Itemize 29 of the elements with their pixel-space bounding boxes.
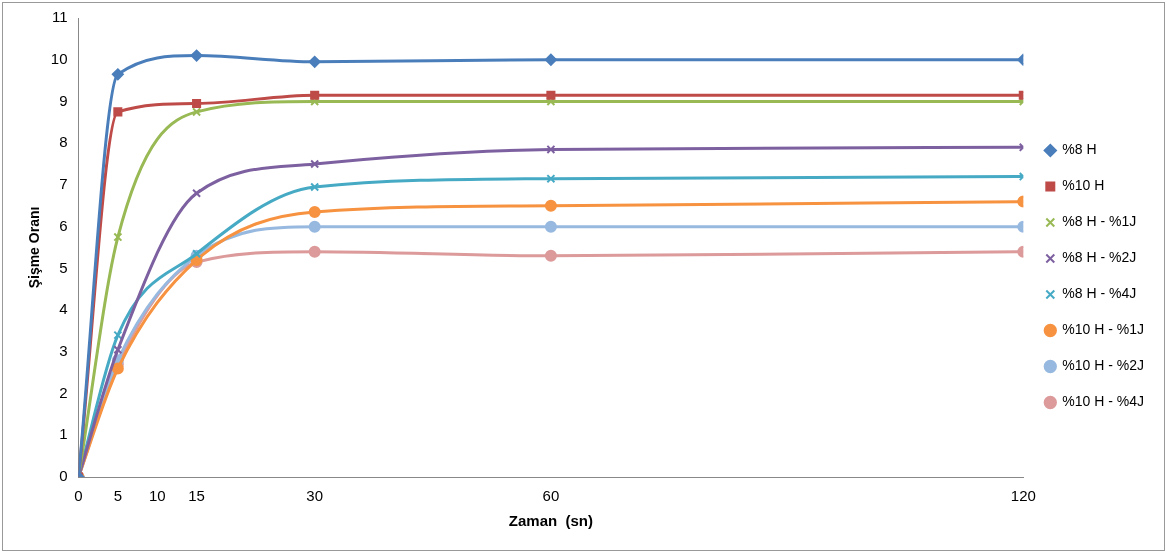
y-tick-label: 10 [50,49,68,67]
legend-label: %8 H - %4J [1062,285,1137,302]
x-tick-label: 30 [306,487,324,505]
x-tick-label: 15 [188,487,205,505]
x-tick-label: 60 [542,487,560,505]
x-tick-label: 5 [113,487,123,505]
legend-label: %10 H - %2J [1062,357,1145,374]
legend-label: %8 H - %1J [1062,213,1137,230]
x-tick-label: 0 [74,487,83,505]
y-tick-label: 4 [59,300,68,318]
y-tick-label: 9 [59,91,68,109]
legend-label: %10 H [1062,177,1105,194]
y-axis-title: Şişme Oranı [26,206,43,289]
legend-label: %8 H [1062,141,1097,158]
y-tick-label: 8 [59,133,68,151]
y-tick-label: 0 [59,467,68,485]
x-tick-label: 10 [148,487,166,505]
y-tick-label: 5 [59,258,68,276]
legend-label: %10 H - %4J [1062,393,1145,410]
legend-label: %10 H - %1J [1062,321,1145,338]
x-axis-title: Zaman (sn) [508,512,593,530]
legend-label: %8 H - %2J [1062,249,1137,266]
y-tick-label: 7 [59,175,68,193]
x-tick-label: 120 [1010,487,1036,505]
y-tick-label: 1 [59,425,68,443]
y-tick-label: 6 [59,216,68,234]
y-tick-label: 11 [51,8,68,26]
y-tick-label: 2 [59,383,68,401]
y-tick-label: 3 [59,341,68,359]
